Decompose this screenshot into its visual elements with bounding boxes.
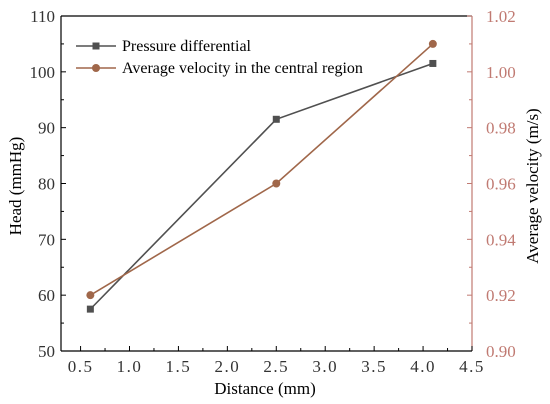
legend-marker-square	[92, 42, 100, 50]
right-tick-label: 0.92	[486, 286, 516, 305]
x-tick-label: 3.5	[361, 357, 387, 376]
x-tick-label: 4.5	[459, 357, 485, 376]
left-tick-label: 60	[38, 286, 55, 305]
series-line-1	[89, 62, 434, 310]
legend-marker-circle	[92, 64, 100, 72]
x-axis: 0.5 1.0 1.5 2.0 2.5 3.0 3.5 4.0 4.5	[61, 346, 485, 376]
left-tick-label: 100	[30, 63, 56, 82]
x-tick-label: 2.5	[263, 357, 289, 376]
data-point-square	[86, 305, 94, 313]
legend-label-2: Average velocity in the central region	[122, 60, 363, 77]
right-tick-label: 1.02	[486, 7, 516, 26]
legend: Pressure differential Average velocity in…	[76, 38, 363, 77]
x-tick-label: 1.0	[117, 357, 143, 376]
legend-label-1: Pressure differential	[122, 38, 252, 55]
left-tick-label: 50	[38, 342, 55, 361]
left-y-axis: 50 60 70 80 90 100 110	[30, 7, 66, 361]
data-point-circle	[86, 291, 95, 300]
left-tick-label: 70	[38, 230, 55, 249]
data-point-circle	[272, 179, 281, 188]
series-layer	[86, 39, 437, 313]
right-tick-label: 0.90	[486, 342, 516, 361]
x-tick-label: 2.0	[214, 357, 240, 376]
x-tick-label: 3.0	[312, 357, 338, 376]
right-y-axis-title: Average velocity (m/s)	[523, 108, 542, 263]
right-y-axis: 0.90 0.92 0.94 0.96 0.98 1.00 1.02	[467, 7, 516, 361]
x-tick-label: 0.5	[68, 357, 94, 376]
left-y-axis-title: Head (mmHg)	[6, 137, 25, 236]
right-tick-label: 0.94	[486, 230, 516, 249]
x-tick-label: 4.0	[410, 357, 436, 376]
data-point-square	[429, 59, 437, 67]
x-tick-label: 1.5	[166, 357, 192, 376]
data-point-circle	[428, 39, 437, 48]
data-point-square	[272, 115, 280, 123]
left-tick-label: 110	[30, 7, 55, 26]
right-tick-label: 1.00	[486, 63, 516, 82]
right-tick-label: 0.98	[486, 119, 516, 138]
left-tick-label: 90	[38, 119, 55, 138]
right-tick-label: 0.96	[486, 175, 516, 194]
x-axis-title: Distance (mm)	[214, 379, 316, 398]
left-tick-label: 80	[38, 175, 55, 194]
